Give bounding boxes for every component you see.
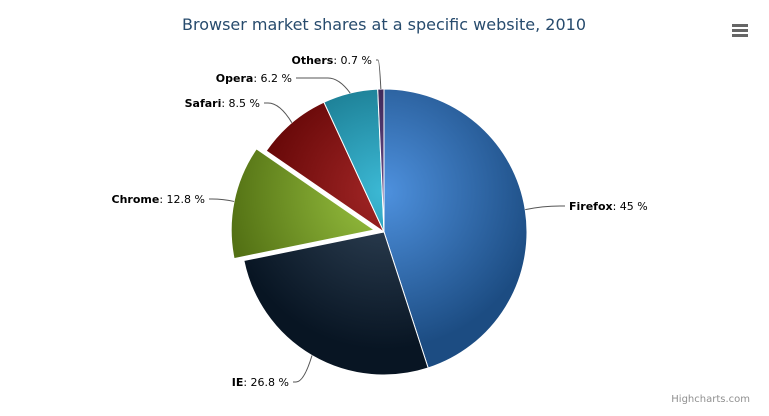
connector-safari (264, 102, 293, 123)
data-label-firefox: Firefox: 45 % (569, 200, 648, 213)
data-label-safari: Safari: 8.5 % (185, 97, 260, 110)
pie-slices (230, 88, 528, 376)
pie-slice-firefox[interactable] (383, 88, 528, 369)
connector-ie (293, 355, 313, 383)
hamburger-menu-icon[interactable] (725, 18, 755, 42)
data-label-ie: IE: 26.8 % (232, 376, 289, 389)
pie-slice-others[interactable] (377, 88, 385, 233)
connector-firefox (525, 205, 565, 211)
data-label-chrome: Chrome: 12.8 % (112, 193, 205, 206)
connector-others (376, 59, 382, 90)
data-label-others: Others: 0.7 % (291, 54, 372, 67)
chart-title: Browser market shares at a specific webs… (182, 15, 586, 34)
credits-link[interactable]: Highcharts.com (671, 394, 750, 405)
data-labels: Firefox: 45 % IE: 26.8 % Chrome: 12.8 % Saf… (112, 54, 648, 389)
connector-chrome (209, 198, 235, 202)
pie-slice-ie[interactable] (243, 231, 429, 376)
data-label-opera: Opera: 6.2 % (216, 72, 292, 85)
connector-opera (296, 77, 351, 94)
